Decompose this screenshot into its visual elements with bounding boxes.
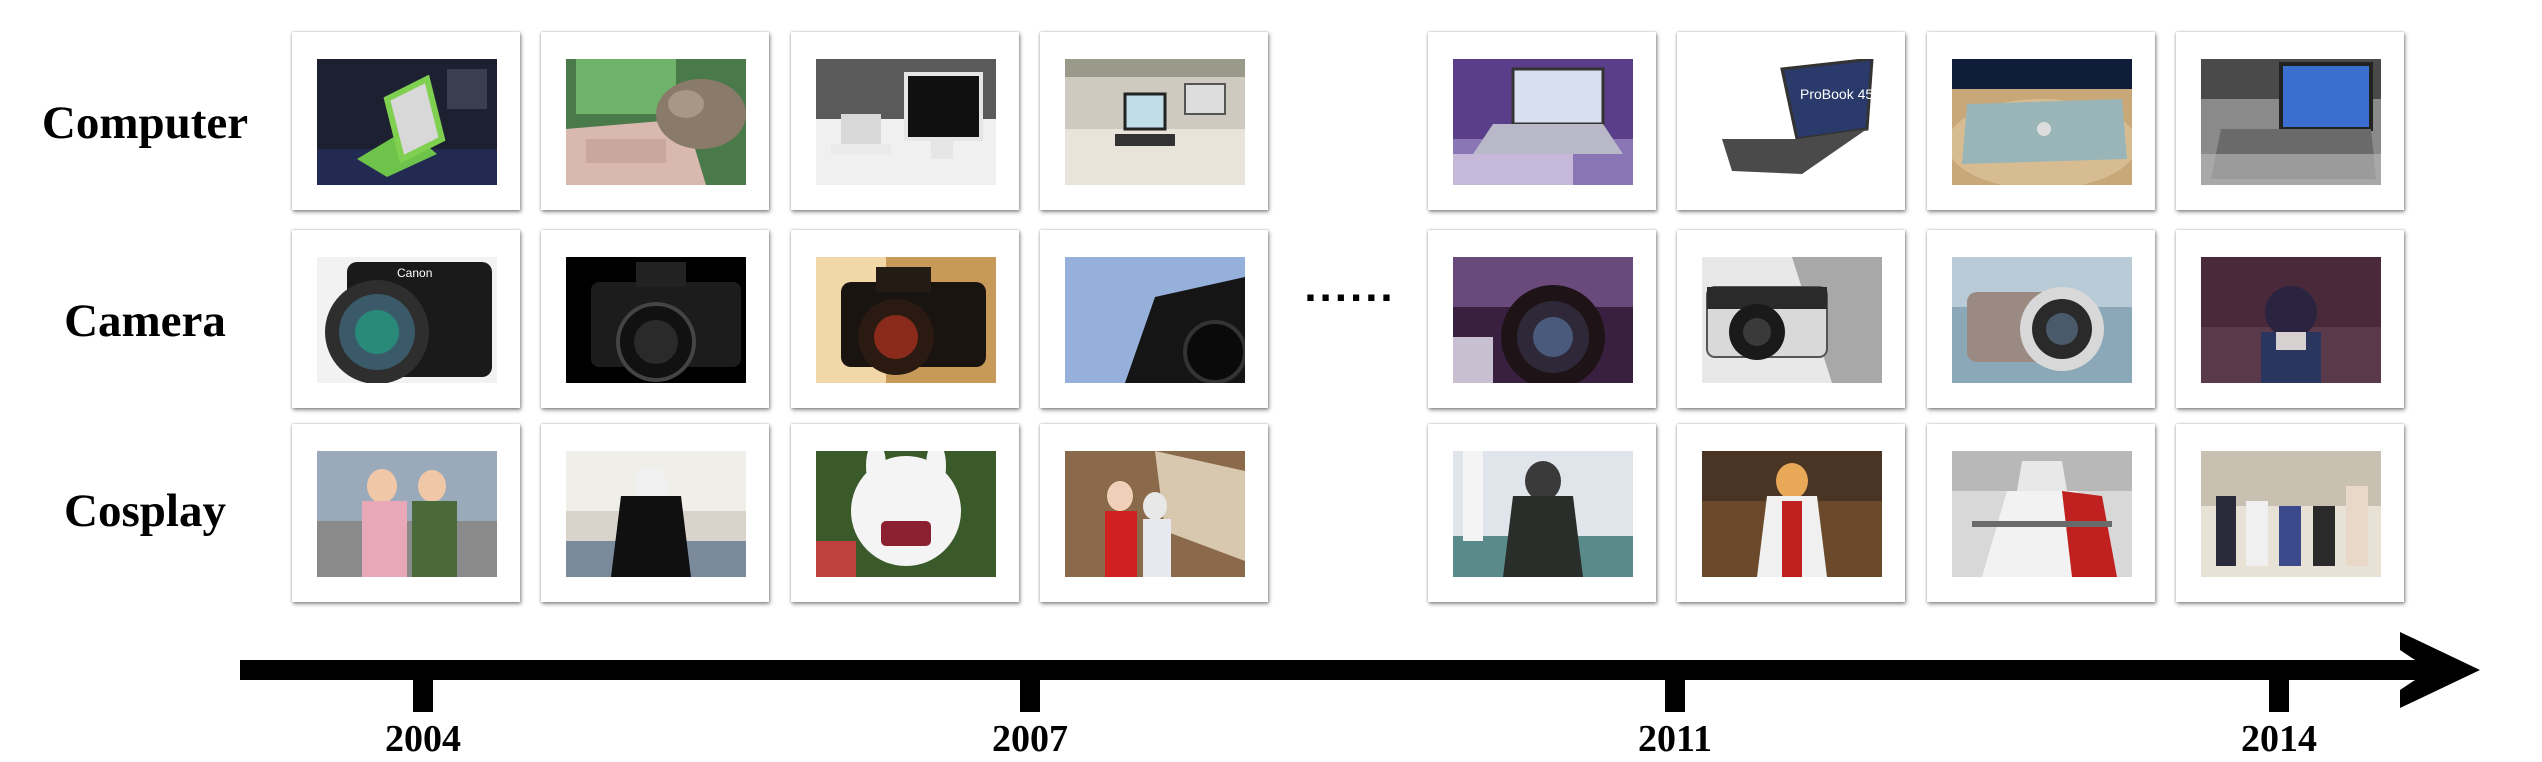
thumbnail-computer-1 <box>292 32 520 210</box>
thumbnail-camera-5 <box>1428 230 1656 408</box>
tick-2007 <box>1020 672 1040 712</box>
thumbnail-cosplay-5 <box>1428 424 1656 602</box>
timeline-arrowhead <box>2400 632 2480 708</box>
year-label-2004: 2004 <box>385 718 461 760</box>
thumbnail-computer-3 <box>791 32 1019 210</box>
thumbnail-camera-3 <box>791 230 1019 408</box>
thumbnail-computer-5 <box>1428 32 1656 210</box>
thumbnail-computer-7 <box>1927 32 2155 210</box>
year-label-2014: 2014 <box>2241 718 2317 760</box>
probook-label: ProBook 450 <box>1800 86 1881 102</box>
row-label-camera: Camera <box>64 295 226 347</box>
thumbnail-camera-1: Canon <box>292 230 520 408</box>
timeline-line <box>240 660 2450 680</box>
thumbnail-cosplay-6 <box>1677 424 1905 602</box>
thumbnail-cosplay-3 <box>791 424 1019 602</box>
thumbnail-cosplay-4 <box>1040 424 1268 602</box>
thumbnail-camera-4 <box>1040 230 1268 408</box>
year-label-2007: 2007 <box>992 718 1068 760</box>
thumbnail-cosplay-8 <box>2176 424 2404 602</box>
row-label-computer: Computer <box>41 97 249 149</box>
thumbnail-computer-8 <box>2176 32 2404 210</box>
thumbnail-cosplay-2 <box>541 424 769 602</box>
row-label-cosplay: Cosplay <box>64 485 226 537</box>
tick-2014 <box>2269 672 2289 712</box>
tick-2011 <box>1665 672 1685 712</box>
thumbnail-camera-6 <box>1677 230 1905 408</box>
thumbnail-cosplay-7 <box>1927 424 2155 602</box>
thumbnail-camera-8 <box>2176 230 2404 408</box>
thumbnail-camera-2 <box>541 230 769 408</box>
thumbnail-computer-2 <box>541 32 769 210</box>
timeline-gap-ellipsis: ...... <box>1304 262 1396 311</box>
canon-label: Canon <box>397 266 432 280</box>
year-label-2011: 2011 <box>1638 718 1712 760</box>
thumbnail-computer-6: ProBook 450 <box>1677 32 1905 210</box>
thumbnail-cosplay-1 <box>292 424 520 602</box>
tick-2004 <box>413 672 433 712</box>
thumbnail-camera-7 <box>1927 230 2155 408</box>
thumbnail-computer-4 <box>1040 32 1268 210</box>
